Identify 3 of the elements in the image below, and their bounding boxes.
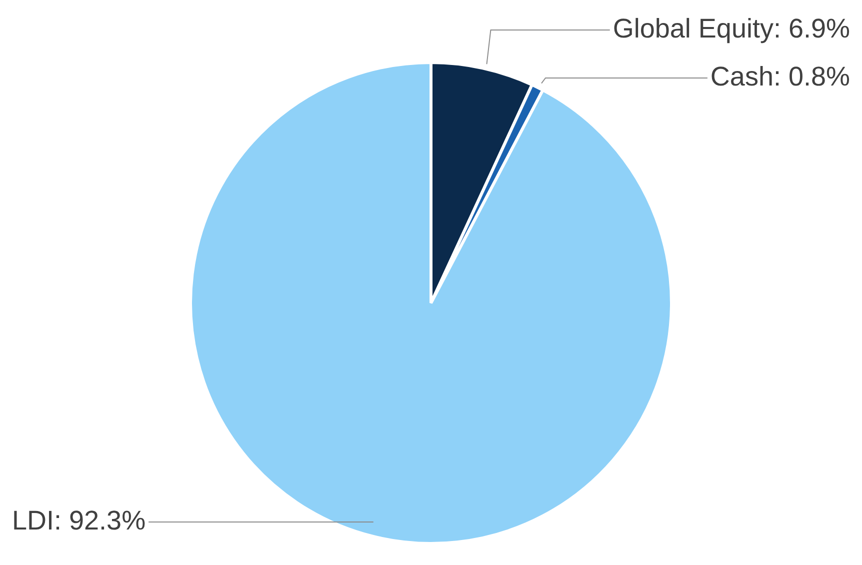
slice-label: Global Equity: 6.9% — [612, 13, 850, 44]
slice-label: LDI: 92.3% — [12, 505, 146, 536]
slice-label: Cash: 0.8% — [710, 61, 850, 92]
